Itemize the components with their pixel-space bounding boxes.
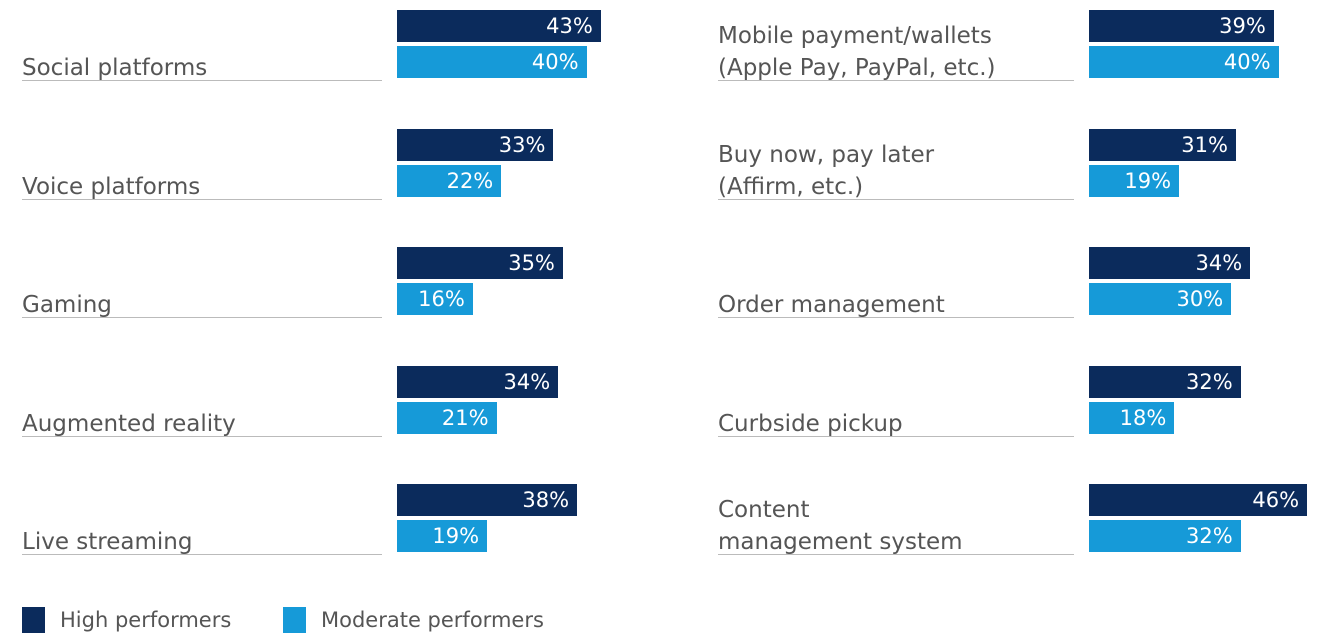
row-divider: [718, 198, 1074, 200]
value-label: 40%: [531, 50, 579, 74]
category-label: Live streaming: [22, 529, 193, 555]
row-divider: [22, 198, 382, 200]
category-label: Voice platforms: [22, 173, 201, 200]
category-label: Curbside pickup: [718, 410, 903, 437]
bar: [1089, 401, 1175, 434]
row-divider: [718, 80, 1074, 81]
category-label: Mobile payment/wallets (Apple Pay, PayPa…: [718, 23, 996, 81]
bar: [1089, 10, 1274, 42]
value-label: 18%: [1119, 405, 1167, 430]
bar: [1089, 283, 1232, 315]
value-label: 43%: [546, 14, 593, 38]
value-label: 19%: [432, 524, 480, 548]
bar: [1089, 46, 1279, 78]
row-divider: [718, 435, 1074, 437]
bar: [1089, 484, 1308, 516]
bar: [1089, 520, 1241, 552]
row-divider: [22, 317, 382, 318]
category-label: Order management: [718, 292, 945, 318]
value-label: 40%: [1223, 50, 1271, 74]
bar: [397, 128, 554, 161]
bar: [397, 164, 502, 197]
value-label: 21%: [441, 405, 489, 430]
category-label: Social platforms: [22, 55, 208, 81]
value-label: 46%: [1252, 488, 1300, 512]
category-label: Buy now, pay later (Affirm, etc.): [718, 141, 935, 200]
value-label: 16%: [418, 287, 465, 311]
row-divider: [22, 554, 382, 555]
legend-swatch: [283, 607, 306, 633]
legend-label: High performers: [60, 608, 232, 632]
value-label: 38%: [522, 488, 570, 512]
bar: [1089, 247, 1251, 279]
value-label: 32%: [1185, 524, 1233, 548]
category-label: Augmented reality: [22, 410, 236, 437]
row-divider: [718, 317, 1074, 318]
row-divider: [718, 554, 1074, 555]
category-label: Content management system: [718, 497, 963, 555]
bar: [397, 401, 497, 434]
value-label: 22%: [446, 168, 494, 193]
bar: [397, 247, 563, 279]
bar: [397, 520, 488, 552]
legend-label: Moderate performers: [321, 608, 544, 632]
bar: [397, 283, 473, 315]
value-label: 34%: [1195, 251, 1243, 275]
bar: [397, 46, 587, 78]
value-label: 32%: [1185, 369, 1233, 394]
bar: [397, 365, 559, 398]
value-label: 33%: [498, 132, 546, 157]
row-divider: [22, 435, 382, 437]
bar: [397, 484, 578, 516]
value-label: 19%: [1124, 168, 1172, 193]
value-label: 31%: [1181, 132, 1228, 157]
bar: [1089, 365, 1241, 398]
bar: [397, 10, 601, 42]
row-divider: [22, 80, 382, 81]
value-label: 39%: [1219, 14, 1266, 38]
value-label: 30%: [1176, 287, 1224, 311]
legend-swatch: [22, 607, 45, 633]
category-label: Gaming: [22, 292, 112, 318]
bar: [1089, 128, 1236, 161]
value-label: 35%: [508, 251, 555, 275]
value-label: 34%: [503, 369, 551, 394]
bar: [1089, 164, 1180, 197]
